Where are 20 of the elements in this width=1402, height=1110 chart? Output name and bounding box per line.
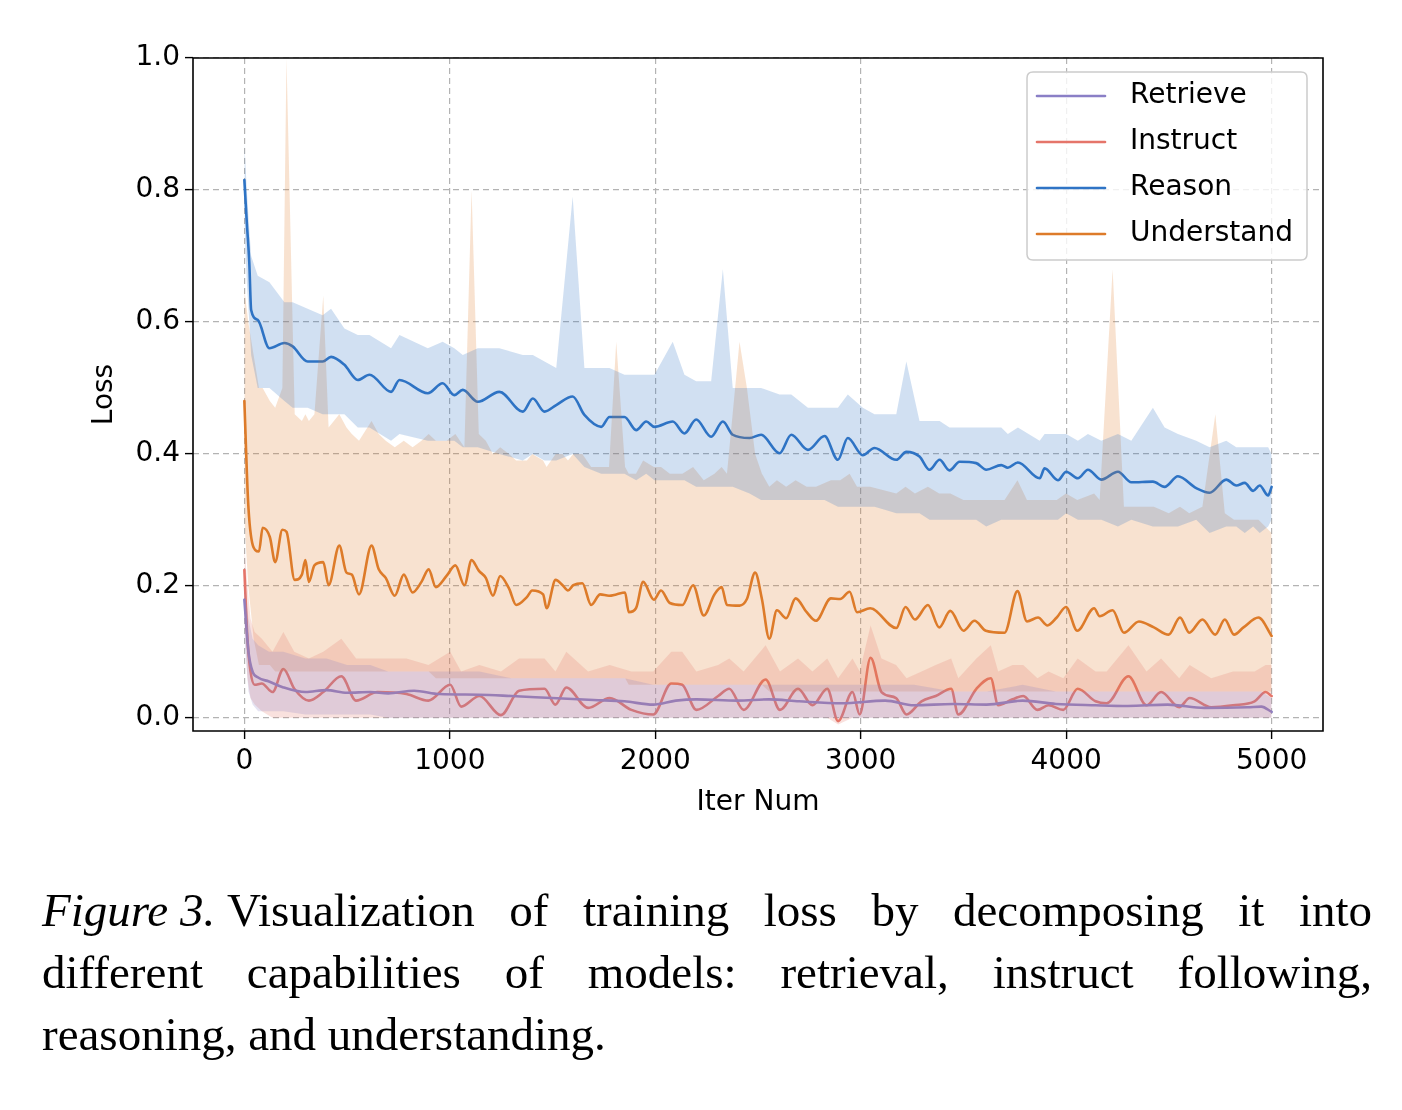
x-axis-title: Iter Num bbox=[696, 784, 820, 818]
y-tick-label: 0.0 bbox=[135, 699, 180, 733]
x-tick-label: 2000 bbox=[619, 743, 691, 777]
x-tick-label: 5000 bbox=[1236, 743, 1308, 777]
caption: Figure 3. Visualization of training loss by decomposing it into different capabilities of models: retrieval, instruct following, reasoning, and understanding. bbox=[42, 883, 1372, 1062]
legend-label: Instruct bbox=[1130, 123, 1238, 157]
legend-label: Reason bbox=[1130, 169, 1233, 203]
y-tick-label: 0.8 bbox=[135, 171, 180, 205]
legend-label: Understand bbox=[1130, 215, 1293, 249]
y-tick-label: 1.0 bbox=[135, 39, 180, 73]
line-series bbox=[243, 399, 1273, 640]
x-tick-label: 1000 bbox=[414, 743, 486, 777]
y-tick-label: 0.4 bbox=[135, 435, 180, 469]
x-tick-label: 3000 bbox=[825, 743, 897, 777]
x-tick-label: 0 bbox=[235, 743, 254, 777]
y-axis-title: Loss bbox=[86, 363, 120, 426]
y-tick-label: 0.6 bbox=[135, 303, 180, 337]
x-tick-label: 4000 bbox=[1030, 743, 1102, 777]
legend-label: Retrieve bbox=[1130, 77, 1247, 111]
y-tick-label: 0.2 bbox=[135, 567, 180, 601]
